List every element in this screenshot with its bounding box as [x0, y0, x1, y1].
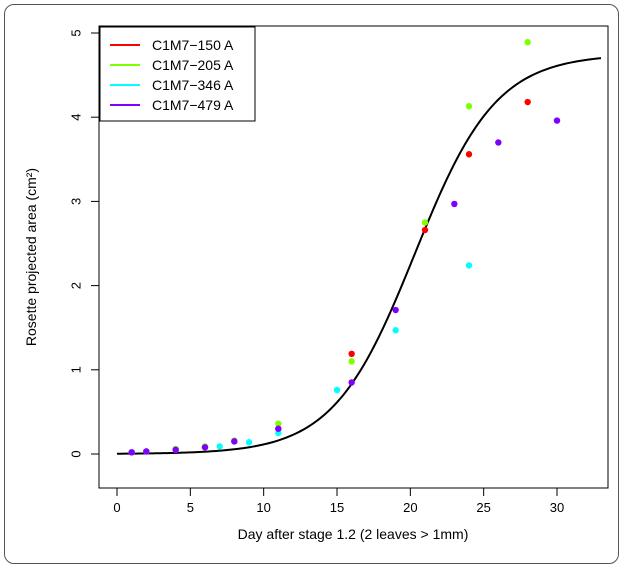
y-tick-label: 2 [69, 282, 84, 289]
data-point [421, 226, 429, 234]
y-tick-label: 0 [69, 450, 84, 457]
data-point [275, 425, 282, 432]
x-tick-label: 15 [330, 500, 344, 515]
data-point [216, 443, 223, 450]
data-point [201, 444, 209, 451]
data-point [333, 386, 341, 394]
legend-label: C1M7−205 A [152, 57, 234, 73]
data-point [348, 379, 355, 386]
legend-label: C1M7−479 A [152, 97, 234, 113]
x-axis-label: Day after stage 1.2 (2 leaves > 1mm) [238, 526, 469, 542]
data-point [553, 117, 561, 124]
x-tick-label: 10 [256, 500, 270, 515]
y-tick-label: 4 [69, 114, 84, 121]
data-point [451, 200, 458, 208]
data-point [392, 306, 399, 314]
legend-label: C1M7−150 A [152, 37, 234, 53]
data-point [231, 438, 238, 445]
data-point [495, 139, 502, 146]
data-point [524, 39, 531, 46]
x-tick-label: 5 [187, 500, 194, 515]
data-points [128, 39, 561, 456]
data-point [172, 446, 179, 453]
data-point [143, 448, 150, 455]
data-point [465, 262, 473, 269]
y-axis-label: Rosette projected area (cm²) [23, 168, 39, 346]
legend-label: C1M7−346 A [152, 77, 234, 93]
data-point [465, 103, 473, 110]
growth-chart: 0 1 2 3 4 5 0 5 10 15 20 25 30 C1M7−150 A C1M7−205 A… [23, 25, 609, 542]
x-tick-label: 30 [550, 500, 564, 515]
x-axis: 0 5 10 15 20 25 30 [113, 487, 564, 515]
y-tick-label: 5 [69, 29, 84, 36]
data-point [348, 350, 355, 358]
data-point [392, 327, 399, 334]
y-axis: 0 1 2 3 4 5 [69, 29, 100, 458]
data-point [128, 449, 135, 456]
data-point [524, 98, 531, 106]
x-tick-label: 25 [476, 500, 490, 515]
legend: C1M7−150 A C1M7−205 A C1M7−346 A C1M7−479 A [99, 26, 256, 122]
fitted-growth-curve [116, 57, 602, 455]
y-tick-label: 3 [69, 198, 84, 205]
x-tick-label: 0 [113, 500, 120, 515]
data-point [348, 358, 355, 365]
y-tick-label: 1 [69, 366, 84, 373]
data-point [275, 420, 282, 427]
data-point [465, 151, 473, 158]
data-point [245, 439, 253, 446]
data-point [421, 219, 429, 226]
x-tick-label: 20 [403, 500, 417, 515]
